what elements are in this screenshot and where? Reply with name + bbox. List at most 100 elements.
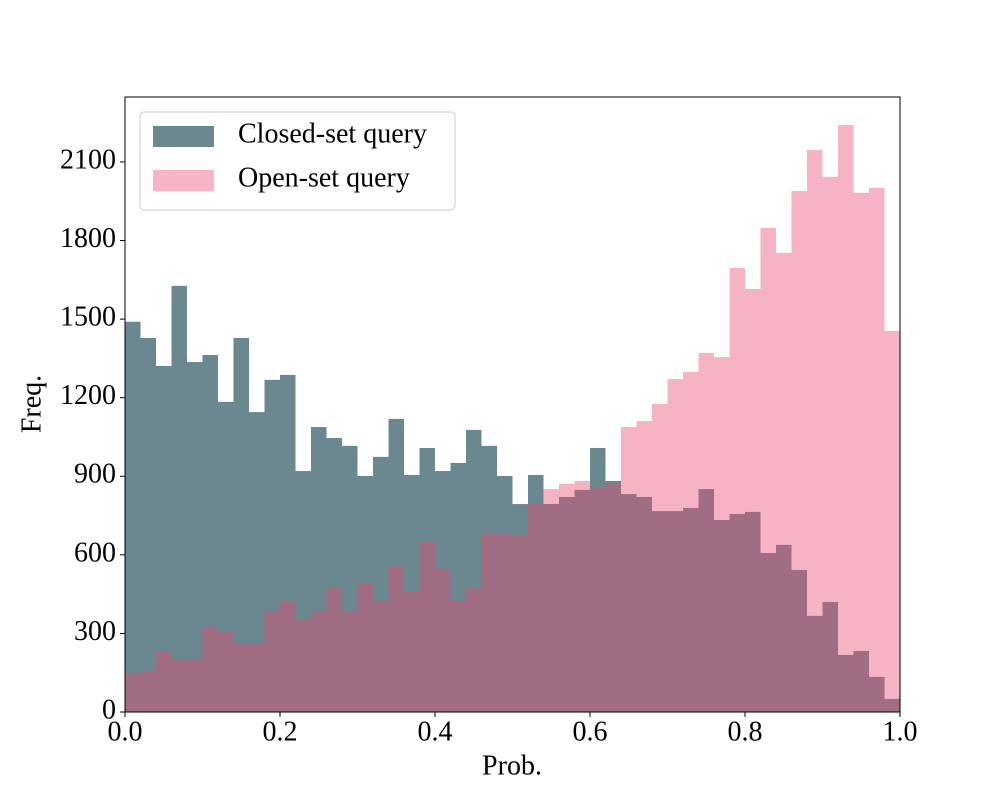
bar (636, 421, 652, 712)
bar (125, 674, 141, 712)
bar (342, 611, 358, 712)
bar (233, 337, 249, 712)
bar (791, 191, 807, 712)
y-tick-label: 0 (102, 694, 116, 725)
bar (326, 587, 342, 712)
bar (435, 568, 451, 712)
y-tick-label: 900 (74, 459, 116, 490)
bar (342, 445, 358, 712)
bar (884, 330, 900, 712)
bar (714, 520, 730, 712)
y-tick-label: 1500 (60, 302, 116, 333)
y-tick-label: 2100 (60, 144, 116, 175)
bar (249, 412, 265, 712)
bar (776, 544, 792, 712)
bar (605, 483, 621, 712)
bar (187, 659, 203, 712)
bar (605, 480, 621, 712)
bar (543, 504, 559, 712)
bar (822, 176, 838, 712)
bar (512, 504, 528, 712)
bar (714, 357, 730, 712)
y-tick-label: 300 (74, 616, 116, 647)
plot-frame (124, 96, 901, 713)
bar (590, 447, 606, 712)
bar (760, 553, 776, 712)
bar (125, 321, 141, 712)
bar (729, 268, 745, 712)
bar (838, 654, 854, 712)
bar (419, 447, 435, 712)
bar (853, 192, 869, 712)
bar (528, 504, 544, 712)
bar (373, 456, 389, 712)
bar (218, 632, 234, 712)
bar (419, 540, 435, 712)
bar (202, 626, 218, 712)
bar (202, 354, 218, 712)
bar (388, 418, 404, 712)
bar (807, 149, 823, 712)
bar (807, 615, 823, 712)
bar (574, 480, 590, 712)
bar (171, 285, 187, 712)
bar (233, 643, 249, 712)
bar (450, 600, 466, 712)
bar (466, 429, 482, 712)
bar (466, 588, 482, 712)
bar (683, 507, 699, 712)
legend: Closed-set query Open-set query (139, 111, 456, 211)
bar (590, 488, 606, 712)
x-tick-label: 0.0 (108, 716, 143, 747)
bar (853, 650, 869, 712)
bar (280, 374, 296, 712)
x-tick-label: 0.8 (728, 716, 763, 747)
x-tick-label: 0.4 (418, 716, 453, 747)
bar (652, 511, 668, 712)
bar (497, 476, 513, 712)
bar (822, 601, 838, 712)
bar (512, 534, 528, 712)
bar (869, 187, 885, 712)
bar (295, 620, 311, 712)
bar (404, 590, 420, 712)
y-tick-label: 1800 (60, 223, 116, 254)
x-axis-label: Prob. (482, 750, 542, 781)
bar (404, 474, 420, 712)
bar (683, 372, 699, 712)
y-tick-label: 1200 (60, 380, 116, 411)
bar (729, 513, 745, 712)
bar (621, 427, 637, 712)
bar (435, 471, 451, 712)
x-tick-label: 0.2 (263, 716, 298, 747)
bar (357, 582, 373, 712)
y-axis-label: Freq. (16, 375, 47, 433)
legend-label: Closed-set query (238, 118, 427, 149)
bar (280, 601, 296, 712)
bar (311, 610, 327, 712)
bar (156, 650, 172, 712)
bar (776, 252, 792, 712)
bar (326, 438, 342, 712)
bar (559, 496, 575, 712)
bar (838, 125, 854, 712)
legend-swatch (153, 126, 214, 147)
series (125, 285, 900, 712)
bar (791, 570, 807, 712)
bar (140, 670, 156, 712)
bar (497, 533, 513, 712)
bar (543, 489, 559, 712)
legend-box (139, 111, 456, 211)
y-tick-label: 600 (74, 537, 116, 568)
bar (869, 676, 885, 712)
bar (264, 379, 280, 712)
bar (698, 489, 714, 712)
bar (528, 474, 544, 712)
bar (652, 403, 668, 712)
bar (218, 401, 234, 712)
bar (171, 659, 187, 712)
bar (621, 494, 637, 712)
bar (249, 643, 265, 712)
bar (156, 365, 172, 712)
bar (667, 511, 683, 712)
